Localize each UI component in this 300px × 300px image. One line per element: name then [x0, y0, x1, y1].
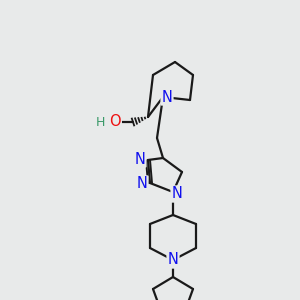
Text: N: N: [172, 187, 182, 202]
Text: N: N: [168, 253, 178, 268]
Text: H: H: [95, 116, 105, 130]
Text: N: N: [162, 89, 172, 104]
Text: N: N: [136, 176, 147, 191]
Text: N: N: [135, 152, 146, 166]
Text: O: O: [109, 115, 121, 130]
